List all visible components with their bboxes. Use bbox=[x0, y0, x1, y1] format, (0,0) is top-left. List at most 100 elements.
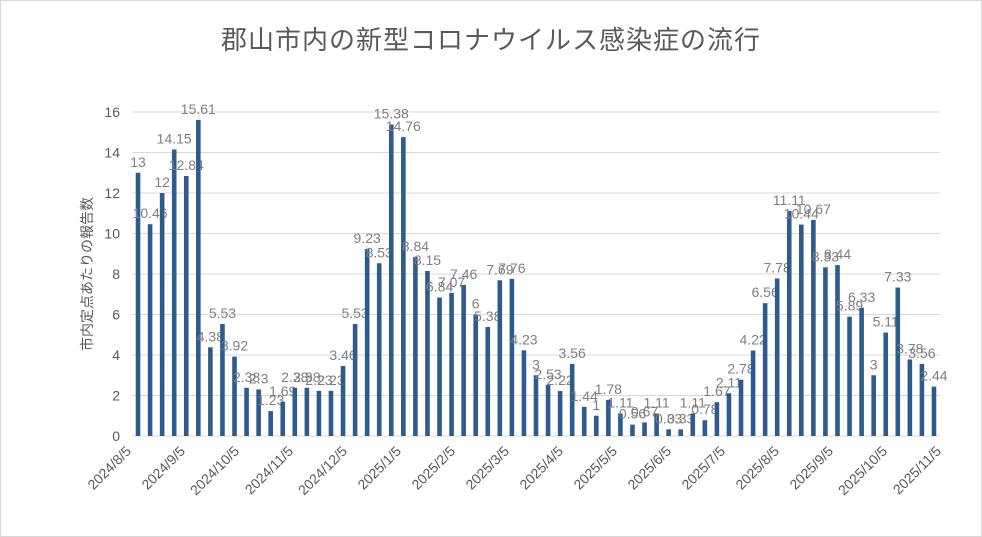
data-label: 10.44 bbox=[784, 206, 819, 222]
data-label: 3.56 bbox=[908, 345, 935, 361]
data-label: 0.78 bbox=[691, 401, 718, 417]
data-label: 2.23 bbox=[317, 372, 344, 388]
bar bbox=[847, 316, 852, 436]
data-label: 1.11 bbox=[607, 395, 633, 411]
y-tick-label: 4 bbox=[112, 347, 120, 363]
bar bbox=[497, 280, 503, 436]
bar bbox=[449, 292, 454, 436]
data-label: 2.78 bbox=[727, 361, 754, 377]
bar bbox=[196, 119, 201, 437]
y-tick-label: 12 bbox=[104, 185, 120, 201]
bar bbox=[388, 124, 394, 437]
bar bbox=[437, 297, 442, 436]
bar bbox=[750, 350, 756, 436]
data-label: 1.69 bbox=[269, 383, 296, 399]
bar bbox=[931, 386, 937, 436]
data-label: 2.38 bbox=[281, 369, 308, 385]
x-tick-label: 2024/10/5 bbox=[187, 443, 243, 499]
data-label: 8.84 bbox=[402, 238, 429, 254]
data-label: 2.22 bbox=[546, 372, 573, 388]
bar bbox=[521, 350, 527, 436]
data-label: 7.78 bbox=[764, 259, 791, 275]
x-tick-label: 2024/8/5 bbox=[84, 443, 134, 493]
data-label: 12 bbox=[154, 174, 170, 190]
data-label: 0.67 bbox=[631, 403, 658, 419]
y-axis-title: 市内定点あたりの報告数 bbox=[79, 197, 96, 351]
data-label: 1.44 bbox=[571, 388, 598, 404]
bar bbox=[726, 393, 732, 436]
x-tick-label: 2024/12/5 bbox=[295, 443, 351, 499]
bar bbox=[581, 406, 587, 436]
bar bbox=[786, 211, 792, 436]
bar bbox=[593, 415, 599, 436]
y-tick-label: 16 bbox=[104, 104, 120, 120]
data-label: 10.46 bbox=[133, 205, 168, 221]
bar bbox=[883, 332, 889, 436]
data-label: 5.38 bbox=[474, 308, 501, 324]
bar bbox=[220, 324, 225, 436]
bar bbox=[714, 402, 720, 436]
bar bbox=[401, 137, 406, 437]
data-label: 3.78 bbox=[896, 340, 923, 356]
bar bbox=[533, 375, 539, 436]
bar bbox=[907, 359, 913, 436]
bar bbox=[171, 149, 177, 436]
data-label: 3.46 bbox=[329, 347, 356, 363]
bar bbox=[413, 256, 418, 436]
bar bbox=[606, 399, 611, 436]
data-label: 6 bbox=[472, 296, 480, 312]
bar bbox=[642, 422, 647, 436]
y-tick-label: 2 bbox=[112, 388, 120, 404]
bar bbox=[811, 219, 816, 436]
y-tick-label: 8 bbox=[112, 266, 120, 282]
data-label: 2.11 bbox=[716, 374, 742, 390]
bar bbox=[364, 249, 370, 436]
data-label: 7.69 bbox=[486, 261, 513, 277]
data-label: 2.53 bbox=[534, 366, 561, 382]
data-label: 7.33 bbox=[884, 269, 911, 285]
bar bbox=[256, 389, 261, 436]
x-tick-label: 2024/9/5 bbox=[138, 443, 188, 493]
data-label: 2.44 bbox=[920, 368, 947, 384]
bar bbox=[376, 263, 382, 436]
x-tick-label: 2024/11/5 bbox=[241, 443, 296, 498]
bar bbox=[762, 303, 768, 436]
bar bbox=[569, 363, 575, 436]
data-label: 4.23 bbox=[510, 331, 537, 347]
data-label: 2.23 bbox=[305, 372, 332, 388]
data-label: 4.38 bbox=[197, 328, 224, 344]
bar bbox=[485, 327, 491, 436]
data-label: 4.22 bbox=[739, 332, 766, 348]
data-label: 1.23 bbox=[257, 392, 284, 408]
bar bbox=[690, 413, 696, 436]
x-tick-label: 2025/11/5 bbox=[889, 443, 944, 498]
bar bbox=[557, 391, 563, 436]
bar bbox=[473, 314, 479, 436]
data-label: 10.67 bbox=[796, 201, 831, 217]
data-label: 5.89 bbox=[836, 298, 863, 314]
bar bbox=[738, 379, 744, 436]
bar bbox=[461, 284, 466, 436]
data-label: 6.84 bbox=[426, 278, 453, 294]
data-label: 8.53 bbox=[366, 244, 393, 260]
y-tick-label: 10 bbox=[104, 226, 120, 242]
bar bbox=[328, 390, 334, 436]
data-label: 2.38 bbox=[233, 369, 260, 385]
data-label: 11.11 bbox=[773, 192, 806, 208]
bar bbox=[919, 363, 925, 436]
data-label: 3.56 bbox=[559, 345, 586, 361]
y-tick-label: 6 bbox=[112, 307, 120, 323]
bar bbox=[774, 278, 780, 436]
data-label: 5.53 bbox=[341, 305, 368, 321]
bar bbox=[280, 401, 286, 436]
data-label: 13 bbox=[130, 154, 146, 170]
data-label: 12.84 bbox=[169, 157, 204, 173]
x-tick-label: 2025/8/5 bbox=[732, 443, 782, 493]
x-tick-label: 2025/3/5 bbox=[462, 443, 512, 493]
data-label: 7.76 bbox=[498, 260, 525, 276]
data-label: 5.53 bbox=[209, 305, 236, 321]
data-label: 1.11 bbox=[680, 395, 706, 411]
data-label: 8.44 bbox=[824, 246, 851, 262]
data-label: 3.92 bbox=[221, 338, 248, 354]
